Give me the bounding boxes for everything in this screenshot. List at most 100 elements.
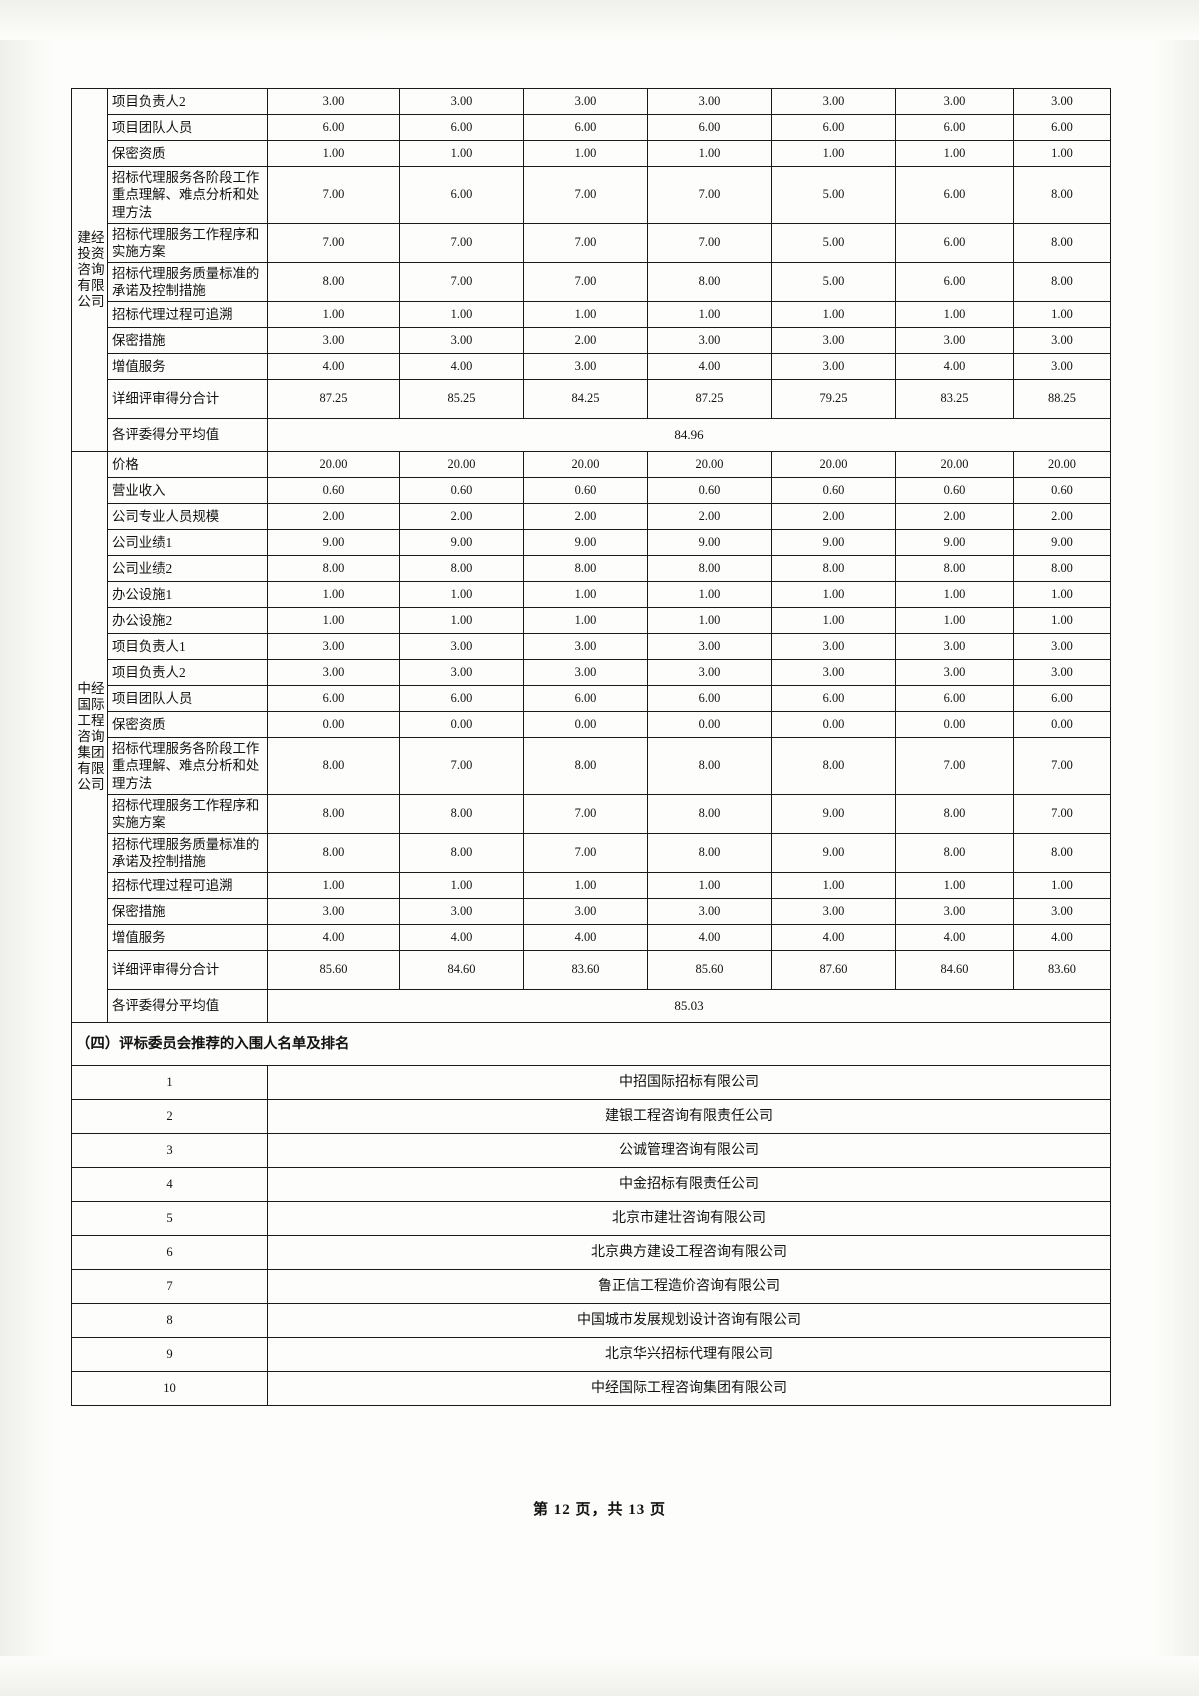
criterion-label: 招标代理服务工作程序和实施方案 bbox=[107, 223, 268, 263]
score-cell: 1.00 bbox=[399, 872, 524, 899]
score-cell: 1.00 bbox=[895, 581, 1014, 608]
score-cell: 7.00 bbox=[267, 166, 400, 224]
score-cell: 0.60 bbox=[895, 477, 1014, 504]
score-cell: 0.00 bbox=[267, 711, 400, 738]
score-cell: 8.00 bbox=[399, 794, 524, 834]
score-cell: 3.00 bbox=[647, 898, 772, 925]
score-cell: 3.00 bbox=[267, 633, 400, 660]
score-cell: 8.00 bbox=[399, 833, 524, 873]
score-cell: 7.00 bbox=[647, 223, 772, 263]
score-cell: 1.00 bbox=[647, 607, 772, 634]
score-cell: 3.00 bbox=[647, 659, 772, 686]
score-cell: 1.00 bbox=[523, 872, 648, 899]
score-cell: 3.00 bbox=[647, 327, 772, 354]
score-cell: 1.00 bbox=[1013, 581, 1111, 608]
company-name-label: 建经投资咨询有限公司 bbox=[77, 229, 105, 310]
criterion-label: 价格 bbox=[107, 451, 268, 478]
ranking-row: 1 中招国际招标有限公司 bbox=[71, 1065, 1111, 1100]
score-cell: 87.25 bbox=[267, 379, 400, 419]
score-cell: 8.00 bbox=[1013, 223, 1111, 263]
score-cell: 8.00 bbox=[647, 737, 772, 795]
score-cell: 6.00 bbox=[1013, 685, 1111, 712]
score-cell: 6.00 bbox=[647, 114, 772, 141]
score-cell: 6.00 bbox=[895, 166, 1014, 224]
score-cell: 7.00 bbox=[523, 262, 648, 302]
score-cell: 3.00 bbox=[523, 88, 648, 115]
score-cell: 8.00 bbox=[267, 794, 400, 834]
score-cell: 3.00 bbox=[523, 898, 648, 925]
score-cell: 6.00 bbox=[267, 114, 400, 141]
score-cell: 7.00 bbox=[1013, 794, 1111, 834]
score-cell: 5.00 bbox=[771, 166, 896, 224]
score-cell: 6.00 bbox=[267, 685, 400, 712]
criterion-label: 保密资质 bbox=[107, 711, 268, 738]
score-cell: 4.00 bbox=[267, 353, 400, 380]
table-row: 招标代理服务质量标准的承诺及控制措施 8.00 7.00 7.00 8.00 5.00 6.… bbox=[72, 262, 1111, 302]
criterion-label: 项目团队人员 bbox=[107, 114, 268, 141]
score-cell: 7.00 bbox=[523, 794, 648, 834]
ranking-number: 10 bbox=[71, 1371, 268, 1406]
score-cell: 3.00 bbox=[1013, 659, 1111, 686]
score-cell: 7.00 bbox=[895, 737, 1014, 795]
score-cell: 6.00 bbox=[895, 223, 1014, 263]
ranking-company-name: 公诚管理咨询有限公司 bbox=[267, 1133, 1111, 1168]
score-cell: 1.00 bbox=[771, 872, 896, 899]
score-cell: 1.00 bbox=[895, 140, 1014, 167]
score-cell: 85.25 bbox=[399, 379, 524, 419]
score-cell: 0.60 bbox=[647, 477, 772, 504]
table-row: 招标代理服务各阶段工作重点理解、难点分析和处理方法 8.00 7.00 8.00 8.0… bbox=[72, 737, 1111, 795]
score-cell: 2.00 bbox=[523, 503, 648, 530]
table-row: 公司业绩2 8.00 8.00 8.00 8.00 8.00 8.00 8.00 bbox=[72, 555, 1111, 582]
score-cell: 7.00 bbox=[399, 737, 524, 795]
score-cell: 3.00 bbox=[267, 88, 400, 115]
score-cell: 87.25 bbox=[647, 379, 772, 419]
evaluation-sheet: 建经投资咨询有限公司 项目负责人2 3.00 3.00 3.00 3.00 3.00 3.00… bbox=[71, 88, 1111, 1406]
score-cell: 2.00 bbox=[523, 327, 648, 354]
criterion-label: 项目团队人员 bbox=[107, 685, 268, 712]
score-cell: 3.00 bbox=[523, 633, 648, 660]
score-cell: 6.00 bbox=[399, 114, 524, 141]
table-row: 建经投资咨询有限公司 项目负责人2 3.00 3.00 3.00 3.00 3.00 3.00… bbox=[71, 88, 1111, 452]
score-cell: 8.00 bbox=[267, 737, 400, 795]
score-cell: 3.00 bbox=[1013, 327, 1111, 354]
score-cell: 2.00 bbox=[1013, 503, 1111, 530]
score-cell: 1.00 bbox=[267, 140, 400, 167]
score-cell: 3.00 bbox=[399, 88, 524, 115]
score-cell: 83.25 bbox=[895, 379, 1014, 419]
criterion-label: 办公设施1 bbox=[107, 581, 268, 608]
scan-edge-left bbox=[0, 0, 52, 1696]
score-cell: 3.00 bbox=[523, 659, 648, 686]
criterion-label: 办公设施2 bbox=[107, 607, 268, 634]
score-cell: 1.00 bbox=[399, 607, 524, 634]
score-cell: 1.00 bbox=[399, 581, 524, 608]
score-cell: 8.00 bbox=[647, 262, 772, 302]
table-row: 项目负责人1 3.00 3.00 3.00 3.00 3.00 3.00 3.00 bbox=[72, 633, 1111, 660]
score-cell: 7.00 bbox=[1013, 737, 1111, 795]
ranking-row: 9 北京华兴招标代理有限公司 bbox=[71, 1337, 1111, 1372]
ranking-company-name: 建银工程咨询有限责任公司 bbox=[267, 1099, 1111, 1134]
table-row: 保密资质 0.00 0.00 0.00 0.00 0.00 0.00 0.00 bbox=[72, 711, 1111, 738]
score-cell: 8.00 bbox=[895, 794, 1014, 834]
score-cell: 1.00 bbox=[895, 301, 1014, 328]
criterion-label: 招标代理服务质量标准的承诺及控制措施 bbox=[107, 262, 268, 302]
score-cell: 8.00 bbox=[771, 737, 896, 795]
criterion-label: 保密措施 bbox=[107, 898, 268, 925]
score-cell: 0.60 bbox=[399, 477, 524, 504]
score-cell: 0.60 bbox=[523, 477, 648, 504]
score-cell: 3.00 bbox=[771, 898, 896, 925]
score-cell: 4.00 bbox=[267, 924, 400, 951]
score-cell: 79.25 bbox=[771, 379, 896, 419]
score-cell: 8.00 bbox=[267, 555, 400, 582]
table-row: 增值服务 4.00 4.00 3.00 4.00 3.00 4.00 3.00 bbox=[72, 353, 1111, 380]
criterion-label: 项目负责人1 bbox=[107, 633, 268, 660]
ranking-row: 3 公诚管理咨询有限公司 bbox=[71, 1133, 1111, 1168]
score-cell: 3.00 bbox=[771, 659, 896, 686]
criterion-label: 招标代理服务各阶段工作重点理解、难点分析和处理方法 bbox=[107, 166, 268, 224]
score-cell: 0.00 bbox=[647, 711, 772, 738]
ranking-section-heading-row: （四）评标委员会推荐的入围人名单及排名 bbox=[71, 1022, 1111, 1066]
score-cell: 3.00 bbox=[771, 88, 896, 115]
score-cell: 3.00 bbox=[267, 898, 400, 925]
ranking-row: 2 建银工程咨询有限责任公司 bbox=[71, 1099, 1111, 1134]
score-cell: 1.00 bbox=[647, 581, 772, 608]
ranking-number: 3 bbox=[71, 1133, 268, 1168]
